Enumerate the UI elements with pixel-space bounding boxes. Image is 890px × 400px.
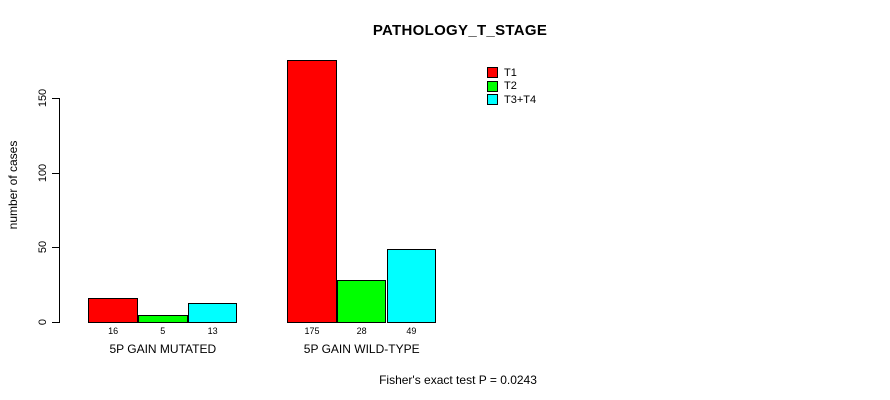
y-tick-label-0: 0 (37, 318, 49, 326)
bar-t2-5p-gain-wild-type (336, 280, 387, 323)
y-tick-100 (52, 172, 59, 174)
legend-item-t2: T2 (487, 80, 536, 94)
bar-value-t1-5p-gain-wild-type: 175 (304, 326, 320, 336)
y-axis-label: number of cases (6, 140, 20, 230)
legend-item-t3-t4: T3+T4 (487, 93, 536, 107)
category-label-5p-gain-wild-type: 5P GAIN WILD-TYPE (303, 342, 420, 356)
legend-label-t2: T2 (504, 80, 517, 93)
y-tick-50 (52, 247, 59, 249)
y-tick-label-50: 50 (37, 241, 49, 254)
legend-swatch-t3-t4 (487, 94, 498, 106)
bar-value-t3-t4-5p-gain-mutated: 13 (207, 326, 218, 336)
bar-t3-t4-5p-gain-wild-type (386, 248, 437, 323)
legend: T1 T2 T3+T4 (487, 66, 536, 107)
legend-item-t1: T1 (487, 66, 536, 80)
bar-value-t2-5p-gain-mutated: 5 (160, 326, 166, 336)
bar-t2-5p-gain-mutated (138, 314, 188, 323)
y-tick-150 (52, 97, 59, 99)
category-label-5p-gain-mutated: 5P GAIN MUTATED (109, 342, 217, 356)
pvalue-annotation: Fisher's exact test P = 0.0243 (379, 373, 537, 387)
legend-label-t3-t4: T3+T4 (504, 93, 537, 106)
y-tick-label-150: 150 (37, 88, 49, 107)
bar-value-t1-5p-gain-mutated: 16 (108, 326, 119, 336)
y-tick-0 (52, 322, 59, 323)
y-tick-label-100: 100 (37, 163, 49, 182)
legend-swatch-t2 (487, 80, 498, 92)
bar-t1-5p-gain-mutated (88, 298, 138, 323)
y-axis-line (59, 97, 60, 323)
bar-t3-t4-5p-gain-mutated (187, 302, 238, 323)
legend-swatch-t1 (487, 67, 498, 79)
bar-value-t2-5p-gain-wild-type: 28 (356, 326, 367, 336)
legend-label-t1: T1 (504, 66, 517, 79)
bar-value-t3-t4-5p-gain-wild-type: 49 (406, 326, 417, 336)
bar-t1-5p-gain-wild-type (287, 60, 337, 323)
chart-title: PATHOLOGY_T_STAGE (372, 22, 548, 39)
